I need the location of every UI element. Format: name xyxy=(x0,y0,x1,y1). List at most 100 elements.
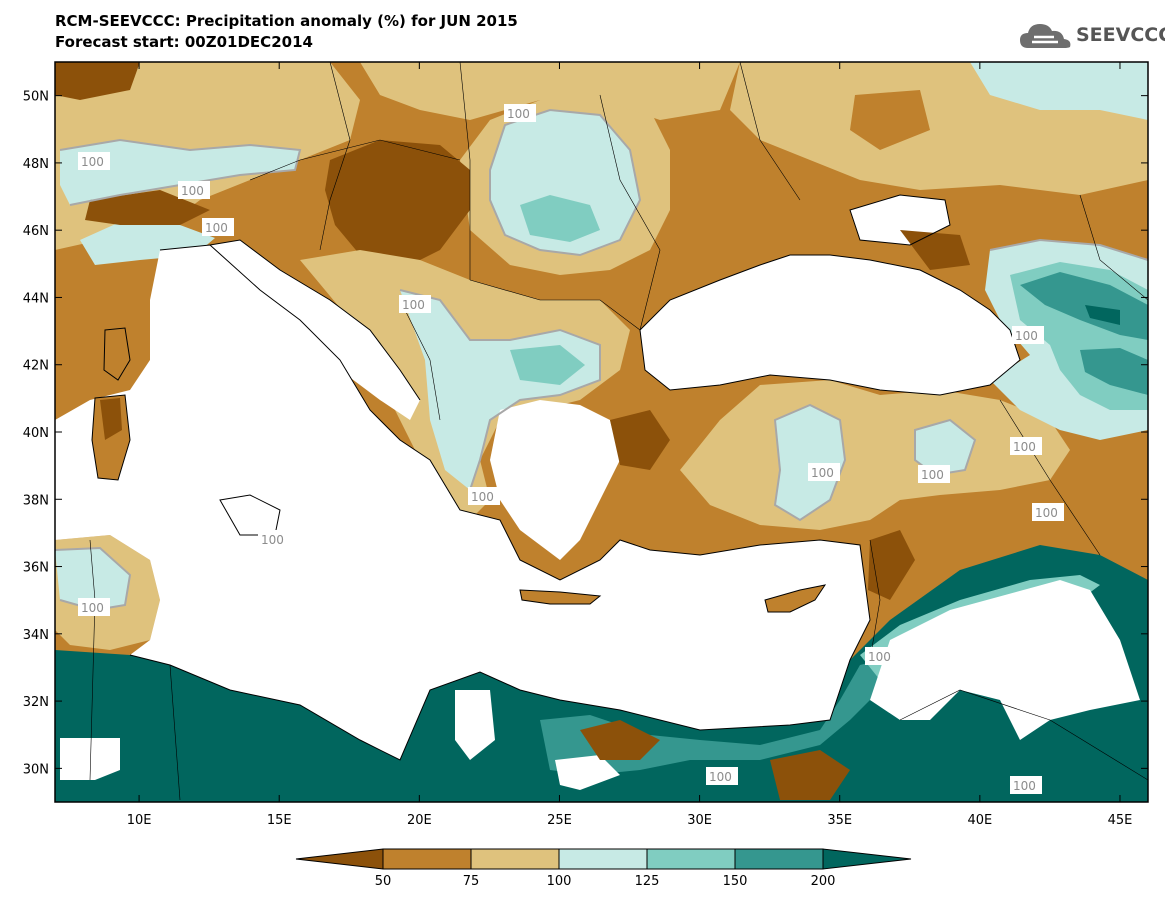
svg-text:100: 100 xyxy=(811,466,834,480)
field-dark-4 xyxy=(900,230,970,270)
svg-text:100: 100 xyxy=(1015,329,1038,343)
legend-arrow-high xyxy=(822,848,912,870)
lat-tick-label: 30N xyxy=(23,762,49,777)
svg-text:100: 100 xyxy=(81,601,104,615)
lat-tick-label: 34N xyxy=(23,628,49,643)
field-ukraine-50 xyxy=(850,90,930,150)
contour-label: 100 xyxy=(1010,776,1042,794)
contour-label: 100 xyxy=(202,218,234,236)
seevccc-logo: SEEVCCC xyxy=(1018,20,1165,54)
contour-alps xyxy=(59,138,302,206)
field-nodata-1 xyxy=(60,738,120,780)
lon-tick-label: 45E xyxy=(1108,813,1133,828)
contour-anatolia-b xyxy=(914,418,977,477)
lat-tick-label: 36N xyxy=(23,561,49,576)
contours-100 xyxy=(54,108,1149,612)
field-sea-mediterranean xyxy=(55,245,870,760)
svg-text:100: 100 xyxy=(921,468,944,482)
field-pannonia-50 xyxy=(325,140,470,270)
lat-tick-label: 40N xyxy=(23,426,49,441)
field-anatolia-100a xyxy=(775,405,845,520)
field-tunisia-100 xyxy=(55,548,130,610)
svg-text:100: 100 xyxy=(1013,440,1036,454)
lon-tick-label: 15E xyxy=(267,813,292,828)
coastlines xyxy=(91,194,1021,761)
logo-text: SEEVCCC xyxy=(1076,24,1165,46)
svg-text:100: 100 xyxy=(402,298,425,312)
lat-tick-label: 48N xyxy=(23,157,49,172)
contour-label: 100 xyxy=(258,530,290,548)
legend-box xyxy=(470,848,560,870)
svg-text:100: 100 xyxy=(261,533,284,547)
field-crete xyxy=(520,590,600,604)
field-dark-5 xyxy=(868,530,915,600)
contour-label: 100 xyxy=(78,152,110,170)
lat-tick-label: 44N xyxy=(23,291,49,306)
contour-label: 100 xyxy=(918,465,950,483)
contour-label: 100 xyxy=(399,295,431,313)
svg-text:100: 100 xyxy=(507,107,530,121)
contour-label: 100 xyxy=(1032,503,1064,521)
legend-label: 200 xyxy=(811,874,836,889)
field-sea-adriatic xyxy=(210,240,420,420)
colorbar-legend: 50 75 100 125 150 200 xyxy=(295,848,912,889)
lat-axis: 50N 48N 46N 44N 42N 40N 38N 36N 34N 32N 30N xyxy=(23,90,1148,777)
field-nodata-3 xyxy=(870,580,1140,740)
lat-tick-label: 32N xyxy=(23,695,49,710)
contour-label: 100 xyxy=(178,181,210,199)
field-nodata-2 xyxy=(455,690,495,760)
lat-tick-label: 46N xyxy=(23,224,49,239)
field-poland-75 xyxy=(360,62,740,120)
map-title: RCM-SEEVCCC: Precipitation anomaly (%) f… xyxy=(55,12,518,30)
field-dark-3 xyxy=(610,410,670,470)
contour-label: 100 xyxy=(504,104,536,122)
svg-text:100: 100 xyxy=(709,770,732,784)
lon-tick-label: 35E xyxy=(827,813,852,828)
map-field xyxy=(55,62,1148,802)
legend-label: 75 xyxy=(463,874,480,889)
field-sea-black xyxy=(640,255,1020,395)
field-nodata-4 xyxy=(555,755,620,790)
cloud-icon xyxy=(1020,24,1071,48)
contour-label: 100 xyxy=(808,463,840,481)
lat-tick-label: 42N xyxy=(23,359,49,374)
field-ukraine-100 xyxy=(970,62,1148,120)
field-caucasus-150b xyxy=(1080,348,1148,395)
field-balkan-100 xyxy=(400,290,600,490)
lon-tick-label: 10E xyxy=(127,813,152,828)
field-carpath-125 xyxy=(520,195,600,242)
borders xyxy=(89,61,1149,801)
svg-text:100: 100 xyxy=(205,221,228,235)
contour-label: 100 xyxy=(1010,437,1042,455)
legend-label: 100 xyxy=(547,874,572,889)
legend-arrow-low xyxy=(295,848,384,870)
contour-label-group: 100 100 100 100 100 100 100 100 100 100 … xyxy=(78,104,1064,794)
field-balkan-125 xyxy=(510,345,585,385)
contour-anatolia xyxy=(773,403,847,522)
legend-box xyxy=(646,848,736,870)
field-alps-100 xyxy=(60,140,300,205)
lon-tick-label: 20E xyxy=(407,813,432,828)
lon-axis: 10E 15E 20E 25E 30E 35E 40E 45E xyxy=(127,62,1133,828)
field-caucasus-200 xyxy=(1085,305,1120,325)
contour-label: 100 xyxy=(1012,326,1044,344)
field-dark-1 xyxy=(580,720,660,760)
svg-text:100: 100 xyxy=(1013,779,1036,793)
field-north-50 xyxy=(55,62,140,100)
legend-label: 125 xyxy=(635,874,660,889)
svg-text:100: 100 xyxy=(868,650,891,664)
legend-label: 150 xyxy=(723,874,748,889)
contour-caucasus xyxy=(989,238,1149,261)
field-cyprus xyxy=(765,585,825,612)
svg-text:100: 100 xyxy=(81,155,104,169)
legend-box xyxy=(382,848,472,870)
contour-label: 100 xyxy=(468,487,500,505)
field-corsica xyxy=(104,328,130,380)
legend-label: 50 xyxy=(375,874,392,889)
contour-label: 100 xyxy=(78,598,110,616)
field-sea-aegean xyxy=(490,400,620,560)
contour-balkan xyxy=(399,289,601,491)
lon-tick-label: 40E xyxy=(967,813,992,828)
forecast-start: Forecast start: 00Z01DEC2014 xyxy=(55,33,313,51)
lon-tick-label: 25E xyxy=(547,813,572,828)
